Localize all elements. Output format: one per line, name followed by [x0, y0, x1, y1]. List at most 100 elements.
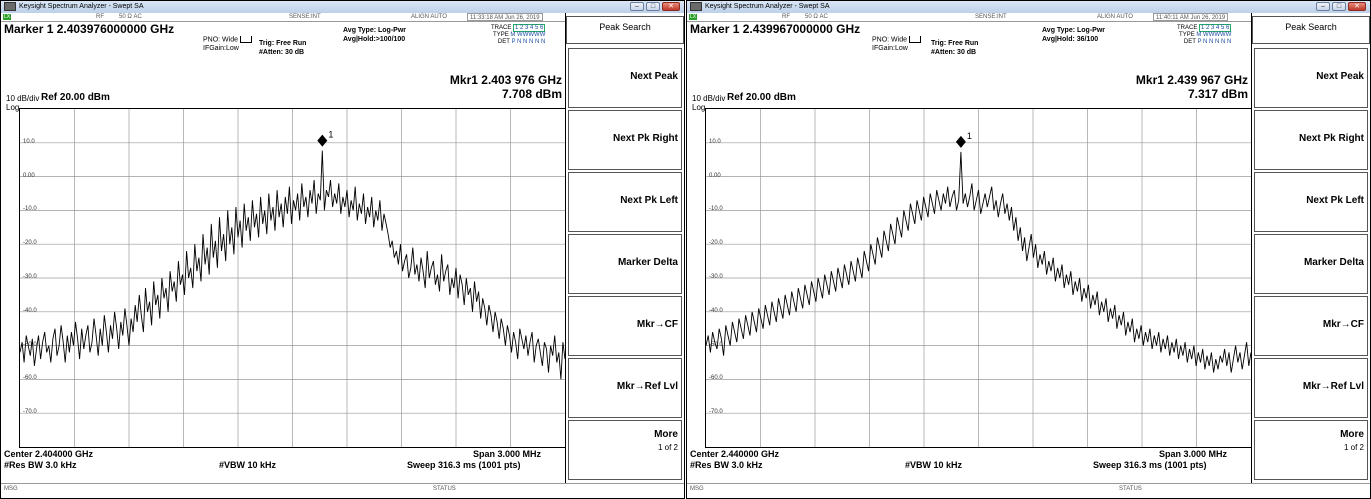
softkey-mkr-cf[interactable]: Mkr→CF — [568, 296, 682, 356]
span: Span 3.000 MHz — [1159, 449, 1228, 459]
y-tick-label: -30.0 — [709, 274, 723, 280]
y-tick-label: -10.0 — [23, 206, 37, 213]
scale-type: Log — [692, 103, 706, 112]
pno-icon — [909, 36, 922, 43]
softkey-next-pk-right[interactable]: Next Pk Right — [568, 110, 682, 170]
y-tick-label: -50.0 — [23, 341, 37, 348]
span: Span 3.000 MHz — [473, 449, 542, 459]
softkey-marker-delta[interactable]: Marker Delta — [568, 234, 682, 294]
softkey-panel: Peak Search Next Peak Next Pk Right Next… — [1251, 13, 1370, 486]
window-title: Keysight Spectrum Analyzer - Swept SA — [705, 3, 830, 10]
status-sense: SENSE:INT — [289, 14, 321, 20]
status-rf: RF — [782, 14, 790, 20]
analyzer-window-2: Keysight Spectrum Analyzer - Swept SA – … — [686, 0, 1371, 499]
menu-title-label: Peak Search — [599, 22, 651, 32]
video-bandwidth: #VBW 10 kHz — [219, 460, 277, 470]
scale-per-div: 10 dB/div — [6, 94, 40, 103]
softkey-marker-delta[interactable]: Marker Delta — [1254, 234, 1368, 294]
status-rf: RF — [96, 14, 104, 20]
softkey-next-peak[interactable]: Next Peak — [568, 48, 682, 108]
softkey-next-peak[interactable]: Next Peak — [1254, 48, 1368, 108]
msg-label: MSG — [4, 486, 18, 492]
y-tick-label: -20.0 — [23, 240, 37, 247]
status-bar: LX RF 50 Ω AC SENSE:INT ALIGN AUTO 11:33… — [1, 13, 566, 22]
pno-label: PNO: Wide — [203, 36, 239, 44]
softkey-label: Marker Delta — [1303, 257, 1364, 268]
softkey-label: Marker Delta — [617, 257, 678, 268]
softkey-menu-title: Peak Search — [1252, 16, 1370, 44]
spectrum-trace: 1 — [20, 109, 565, 447]
close-button[interactable]: ✕ — [1348, 2, 1366, 11]
spectrum-trace: 1 — [706, 109, 1251, 447]
maximize-button[interactable]: □ — [1332, 2, 1346, 11]
center-frequency: Center 2.440000 GHz — [690, 449, 780, 459]
trace-table: TRACE 1 2 3 4 5 6 TYPE M WWWWW DET P N N… — [491, 24, 546, 46]
marker-frequency[interactable]: Marker 1 2.403976000000 GHz — [4, 22, 175, 36]
status-impedance: 50 Ω AC — [805, 14, 828, 20]
trace-table: TRACE 1 2 3 4 5 6 TYPE M WWWWW DET P N N… — [1177, 24, 1232, 46]
pno-setting: PNO: Wide — [203, 36, 253, 44]
softkey-panel: Peak Search Next Peak Next Pk Right Next… — [565, 13, 684, 486]
reference-level: Ref 20.00 dBm — [727, 92, 796, 103]
avg-hold: Avg|Hold:>100/100 — [343, 36, 406, 43]
softkey-label: Mkr→Ref Lvl — [1302, 381, 1364, 392]
status-sense: SENSE:INT — [975, 14, 1007, 20]
analyzer-window-1: Keysight Spectrum Analyzer - Swept SA – … — [0, 0, 685, 499]
minimize-button[interactable]: – — [630, 2, 644, 11]
attenuation: #Atten: 30 dB — [931, 49, 977, 56]
close-button[interactable]: ✕ — [662, 2, 680, 11]
attenuation: #Atten: 30 dB — [259, 49, 305, 56]
spectrum-plot[interactable]: 1 10.0 0.00 -10.0 -20.0 -30.0 -40.0 -50.0 -60.0… — [19, 108, 566, 448]
avg-type: Avg Type: Log-Pwr — [1042, 27, 1105, 34]
trigger: Trig: Free Run — [259, 40, 307, 47]
spectrum-plot[interactable]: 1 10.0 0.00 -10.0 -20.0 -30.0 -40.0 -50.0 -60.0… — [705, 108, 1252, 448]
status-align: ALIGN AUTO — [411, 14, 447, 20]
softkey-next-pk-left[interactable]: Next Pk Left — [1254, 172, 1368, 232]
softkey-label: Next Peak — [1316, 71, 1364, 82]
trace-line — [20, 150, 565, 380]
minimize-button[interactable]: – — [1316, 2, 1330, 11]
softkey-label: Next Pk Right — [612, 133, 678, 144]
det-values: P N N N N N — [511, 39, 546, 45]
y-tick-label: -60.0 — [23, 375, 37, 382]
det-label: DET — [497, 39, 510, 45]
reference-level: Ref 20.00 dBm — [41, 92, 110, 103]
softkey-mkr-ref-lvl[interactable]: Mkr→Ref Lvl — [568, 358, 682, 418]
det-label: DET — [1183, 39, 1196, 45]
softkey-next-pk-right[interactable]: Next Pk Right — [1254, 110, 1368, 170]
measurement-header: Marker 1 2.439967000000 GHz PNO: Wide IF… — [687, 22, 1252, 64]
softkey-more[interactable]: More 1 of 2 — [568, 420, 682, 480]
sweep-time: Sweep 316.3 ms (1001 pts) — [407, 460, 521, 470]
softkey-page: 1 of 2 — [657, 443, 678, 452]
avg-type: Avg Type: Log-Pwr — [343, 27, 406, 34]
marker-diamond[interactable] — [955, 135, 966, 148]
softkey-mkr-cf[interactable]: Mkr→CF — [1254, 296, 1368, 356]
trace-label: TRACE — [1177, 25, 1198, 31]
pno-icon — [240, 36, 253, 43]
softkey-more[interactable]: More 1 of 2 — [1254, 420, 1368, 480]
app-icon — [4, 2, 16, 11]
y-tick-label: -40.0 — [23, 307, 37, 314]
marker-readout-freq: Mkr1 2.403 976 GHz — [449, 73, 562, 87]
avg-hold: Avg|Hold: 36/100 — [1042, 36, 1099, 43]
maximize-button[interactable]: □ — [646, 2, 660, 11]
softkey-label: Mkr→CF — [636, 319, 678, 330]
trace-values: 1 2 3 4 5 6 — [1199, 24, 1232, 32]
marker-readout-freq: Mkr1 2.439 967 GHz — [1135, 73, 1248, 87]
status-align: ALIGN AUTO — [1097, 14, 1133, 20]
softkey-next-pk-left[interactable]: Next Pk Left — [568, 172, 682, 232]
marker-number: 1 — [967, 131, 972, 141]
lxi-icon: LX — [689, 14, 697, 20]
softkey-label: Next Pk Right — [1298, 133, 1364, 144]
softkey-mkr-ref-lvl[interactable]: Mkr→Ref Lvl — [1254, 358, 1368, 418]
marker-frequency[interactable]: Marker 1 2.439967000000 GHz — [690, 22, 861, 36]
trace-values: 1 2 3 4 5 6 — [513, 24, 546, 32]
softkey-label: More — [1340, 429, 1364, 440]
trace-label: TRACE — [491, 25, 512, 31]
sweep-time: Sweep 316.3 ms (1001 pts) — [1093, 460, 1207, 470]
marker-diamond[interactable] — [317, 134, 328, 147]
y-tick-label: 10.0 — [23, 138, 35, 145]
type-label: TYPE — [493, 32, 509, 38]
type-values: M WWWWW — [510, 32, 546, 38]
window-title: Keysight Spectrum Analyzer - Swept SA — [19, 3, 144, 10]
